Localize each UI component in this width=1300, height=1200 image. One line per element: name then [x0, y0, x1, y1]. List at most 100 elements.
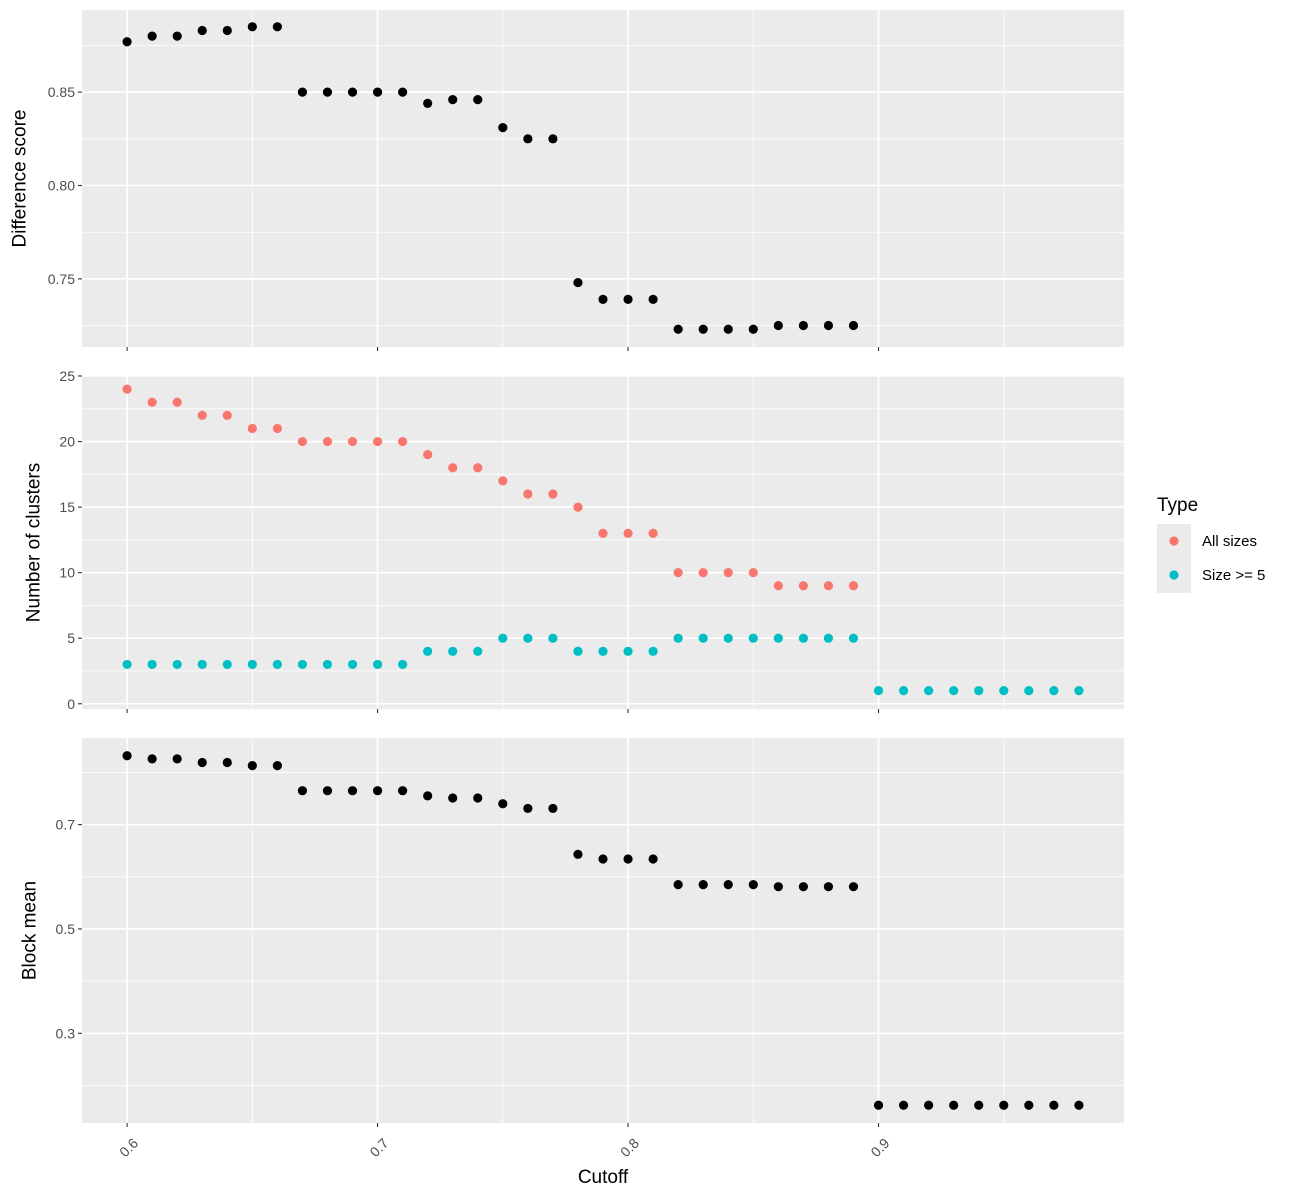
data-point [473, 463, 483, 473]
data-point [222, 757, 232, 768]
data-point [723, 568, 733, 578]
data-point [748, 324, 758, 334]
data-point [172, 754, 182, 764]
data-point [122, 659, 132, 670]
data-point [848, 581, 859, 591]
data-point [924, 1100, 934, 1110]
legend-key-background [1157, 524, 1191, 593]
data-point [873, 686, 884, 696]
data-point [1074, 1100, 1084, 1110]
data-point [523, 489, 533, 499]
data-point [748, 879, 758, 890]
data-point [773, 882, 783, 892]
data-point [673, 568, 683, 578]
data-point [598, 854, 608, 864]
data-point [448, 95, 458, 105]
data-point [1024, 1100, 1034, 1110]
y-axis-title: Difference score [10, 110, 31, 248]
data-point [723, 633, 733, 643]
legend-title: Type [1157, 495, 1198, 516]
y-axis: 0 5 10 15 20 25 [59, 368, 82, 712]
data-point [297, 786, 308, 796]
data-point [372, 786, 383, 796]
data-point [272, 659, 282, 670]
data-point [823, 581, 834, 591]
data-point [122, 751, 132, 761]
data-point [673, 633, 683, 643]
y-tick-label: 0.5 [56, 921, 76, 937]
data-point [798, 320, 808, 331]
data-point [523, 803, 533, 814]
data-point [723, 324, 733, 334]
y-tick-label: 0.75 [48, 271, 75, 287]
data-point [398, 659, 408, 670]
data-point [398, 786, 408, 796]
data-point [448, 646, 458, 656]
data-point [848, 320, 859, 331]
data-point [172, 659, 182, 670]
data-point [372, 436, 383, 447]
shared-x-axis: 0.6 0.7 0.8 0.9 [116, 1135, 893, 1160]
y-axis-title: Number of clusters [24, 463, 45, 622]
data-point [498, 633, 508, 643]
y-tick-label: 20 [59, 434, 75, 450]
data-point [723, 879, 733, 890]
data-point [573, 646, 583, 656]
data-point [848, 882, 859, 892]
data-point [999, 686, 1009, 696]
data-point [598, 646, 608, 656]
panel-2: 0 5 10 15 20 25 Number of clusters [24, 368, 1124, 713]
data-point [197, 757, 207, 768]
data-point [247, 761, 257, 771]
data-point [773, 633, 783, 643]
data-point [598, 294, 608, 304]
data-point [398, 87, 408, 97]
data-point [297, 87, 308, 97]
panel-background [82, 10, 1124, 347]
data-point [648, 294, 658, 304]
x-tick-label: 0.9 [867, 1135, 892, 1160]
data-point [648, 646, 658, 656]
data-point [172, 397, 182, 407]
data-point [272, 761, 282, 771]
data-point [573, 502, 583, 512]
data-point [473, 646, 483, 656]
data-point [498, 123, 508, 133]
data-point [322, 786, 333, 796]
data-point [823, 882, 834, 892]
data-point [272, 423, 282, 434]
data-point [347, 436, 358, 447]
data-point [848, 633, 859, 643]
data-point [598, 528, 608, 538]
data-point [873, 1100, 884, 1110]
data-point [974, 686, 984, 696]
panel-3: 0.3 0.5 0.7 Block mean [20, 738, 1124, 1127]
data-point [623, 854, 633, 864]
data-point [974, 1100, 984, 1110]
data-point [473, 95, 483, 105]
data-point [247, 423, 257, 434]
panel-1: 0.75 0.80 0.85 Difference score [10, 10, 1124, 351]
data-point [247, 659, 257, 670]
data-point [1049, 686, 1059, 696]
y-axis-title: Block mean [20, 881, 41, 980]
gridlines [82, 738, 1124, 1123]
legend-items: All sizes Size >= 5 [1157, 524, 1265, 593]
data-point [448, 793, 458, 803]
data-point [748, 568, 758, 578]
gridlines [82, 375, 1124, 709]
data-point [448, 463, 458, 473]
data-point [773, 320, 783, 331]
data-point [773, 581, 783, 591]
legend: Type All sizes Size >= 5 [1157, 495, 1265, 593]
y-tick-label: 10 [59, 565, 75, 581]
data-point [122, 384, 132, 394]
data-point [623, 646, 633, 656]
data-point [698, 633, 708, 643]
y-tick-label: 0 [67, 696, 75, 712]
y-tick-label: 0.80 [48, 178, 75, 194]
data-point [423, 791, 433, 801]
data-point [573, 849, 583, 859]
data-point [798, 581, 808, 591]
